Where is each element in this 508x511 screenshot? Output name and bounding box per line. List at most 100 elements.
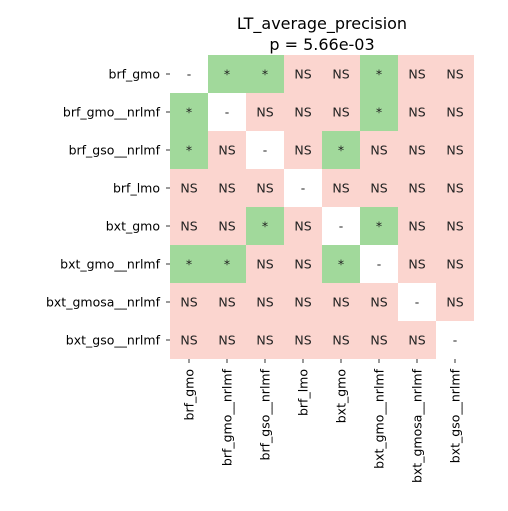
heatmap-cell-label: NS bbox=[180, 181, 197, 196]
heatmap-cell-label: * bbox=[186, 257, 192, 272]
heatmap-cell-label: - bbox=[225, 105, 230, 120]
heatmap-cell-label: - bbox=[415, 295, 420, 310]
y-tick-label: brf_lmo bbox=[113, 181, 160, 196]
heatmap-cell bbox=[436, 283, 474, 321]
y-tick-label: brf_gso__nrlmf bbox=[69, 143, 161, 158]
heatmap-cell bbox=[284, 207, 322, 245]
heatmap-cell-label: NS bbox=[294, 67, 311, 82]
heatmap-cell bbox=[208, 169, 246, 207]
heatmap-cell bbox=[208, 245, 246, 283]
heatmap-cell-label: NS bbox=[446, 295, 463, 310]
x-tick-label: bxt_gmosa__nrlmf bbox=[410, 368, 425, 483]
heatmap-cell bbox=[284, 321, 322, 359]
heatmap-cell bbox=[360, 169, 398, 207]
heatmap-cell bbox=[436, 93, 474, 131]
heatmap-cell bbox=[284, 93, 322, 131]
heatmap-cell-label: NS bbox=[294, 295, 311, 310]
heatmap-cell bbox=[284, 131, 322, 169]
heatmap-cell bbox=[284, 55, 322, 93]
heatmap-cell-label: NS bbox=[332, 181, 349, 196]
heatmap-cell-label: * bbox=[262, 219, 268, 234]
x-tick-label: brf_gmo bbox=[182, 369, 197, 420]
heatmap-cell bbox=[170, 207, 208, 245]
heatmap-cell bbox=[246, 55, 284, 93]
heatmap-cell bbox=[246, 283, 284, 321]
heatmap-cell bbox=[170, 55, 208, 93]
heatmap-cells: - * * NS NS * NS NS * - NS NS NS * NS NS * NS - NS * NS NS NS NS… bbox=[170, 55, 474, 359]
heatmap-cell-label: NS bbox=[446, 257, 463, 272]
heatmap-cell-label: NS bbox=[446, 67, 463, 82]
x-tick-label: brf_gso__nrlmf bbox=[258, 368, 273, 460]
heatmap-cell bbox=[398, 169, 436, 207]
heatmap-cell bbox=[322, 321, 360, 359]
heatmap-cell bbox=[208, 131, 246, 169]
x-tick-label: bxt_gmo bbox=[334, 369, 349, 423]
heatmap-cell bbox=[398, 283, 436, 321]
heatmap-cell bbox=[170, 131, 208, 169]
heatmap-cell bbox=[246, 169, 284, 207]
heatmap-cell-label: NS bbox=[294, 143, 311, 158]
heatmap-cell-label: * bbox=[262, 67, 268, 82]
heatmap-cell-label: NS bbox=[256, 295, 273, 310]
heatmap-cell bbox=[436, 245, 474, 283]
heatmap-cell-label: NS bbox=[446, 219, 463, 234]
heatmap-cell bbox=[360, 93, 398, 131]
heatmap-cell-label: NS bbox=[408, 143, 425, 158]
heatmap-cell-label: NS bbox=[408, 219, 425, 234]
heatmap-cell-label: NS bbox=[256, 181, 273, 196]
heatmap-cell-label: NS bbox=[180, 333, 197, 348]
heatmap-cell-label: * bbox=[224, 67, 230, 82]
heatmap-cell-label: - bbox=[377, 257, 382, 272]
heatmap-cell bbox=[436, 207, 474, 245]
heatmap-cell bbox=[170, 245, 208, 283]
heatmap-cell-label: NS bbox=[370, 295, 387, 310]
heatmap-cell bbox=[322, 207, 360, 245]
heatmap-cell bbox=[170, 169, 208, 207]
heatmap-cell-label: * bbox=[224, 257, 230, 272]
heatmap-cell-label: NS bbox=[446, 143, 463, 158]
heatmap-cell bbox=[246, 321, 284, 359]
heatmap-cell bbox=[208, 321, 246, 359]
heatmap-cell-label: NS bbox=[408, 67, 425, 82]
heatmap-cell bbox=[208, 207, 246, 245]
heatmap-cell bbox=[322, 283, 360, 321]
heatmap-cell-label: NS bbox=[408, 257, 425, 272]
heatmap-cell bbox=[170, 93, 208, 131]
heatmap-cell-label: NS bbox=[256, 333, 273, 348]
heatmap-cell-label: NS bbox=[446, 181, 463, 196]
heatmap-cell bbox=[208, 55, 246, 93]
heatmap-cell-label: - bbox=[187, 67, 192, 82]
heatmap-cell-label: NS bbox=[256, 257, 273, 272]
heatmap-cell-label: - bbox=[301, 181, 306, 196]
x-tick-label: bxt_gmo__nrlmf bbox=[372, 368, 387, 468]
heatmap-cell-label: NS bbox=[408, 181, 425, 196]
x-tick-labels: brf_gmo brf_gmo__nrlmf brf_gso__nrlmf brf_l… bbox=[182, 359, 463, 483]
heatmap-cell-label: * bbox=[338, 257, 344, 272]
heatmap-cell bbox=[284, 169, 322, 207]
heatmap-cell-label: NS bbox=[370, 181, 387, 196]
y-tick-label: bxt_gso__nrlmf bbox=[66, 333, 161, 348]
chart-title-line2: p = 5.66e-03 bbox=[269, 35, 374, 54]
heatmap-cell bbox=[246, 131, 284, 169]
heatmap-cell bbox=[398, 321, 436, 359]
heatmap-cell-label: - bbox=[339, 219, 344, 234]
heatmap-cell bbox=[208, 93, 246, 131]
x-tick-label: brf_lmo bbox=[296, 369, 311, 416]
heatmap-cell bbox=[398, 93, 436, 131]
heatmap-cell bbox=[436, 169, 474, 207]
heatmap-cell bbox=[436, 321, 474, 359]
y-tick-label: bxt_gmo bbox=[106, 219, 160, 234]
heatmap-cell-label: - bbox=[263, 143, 268, 158]
heatmap-cell bbox=[398, 131, 436, 169]
heatmap-cell bbox=[322, 55, 360, 93]
heatmap-cell-label: NS bbox=[408, 105, 425, 120]
heatmap-cell-label: NS bbox=[294, 105, 311, 120]
heatmap-cell-label: NS bbox=[332, 67, 349, 82]
heatmap-cell bbox=[322, 93, 360, 131]
heatmap-cell bbox=[398, 245, 436, 283]
heatmap-cell-label: NS bbox=[218, 219, 235, 234]
heatmap-cell-label: NS bbox=[370, 143, 387, 158]
heatmap-cell bbox=[360, 245, 398, 283]
y-tick-labels: brf_gmo brf_gmo__nrlmf brf_gso__nrlmf brf_l… bbox=[46, 67, 170, 348]
y-tick-label: bxt_gmosa__nrlmf bbox=[46, 295, 161, 310]
